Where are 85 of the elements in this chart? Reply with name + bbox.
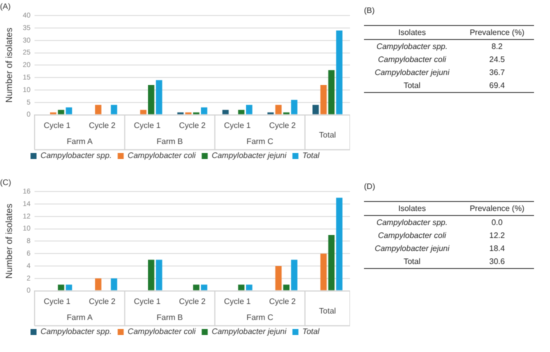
text: Farm A xyxy=(66,313,94,322)
bar xyxy=(238,284,244,290)
bar xyxy=(200,284,208,290)
x-tick-label: Cycle 1 xyxy=(224,120,252,130)
bar xyxy=(200,107,208,114)
chart-title: (C) xyxy=(0,178,12,188)
category-label: Total xyxy=(402,80,422,92)
category-label: Campylobacter spp. xyxy=(375,217,449,229)
text: Farm C xyxy=(246,137,274,146)
bar xyxy=(275,104,282,114)
legend-label: Total xyxy=(302,151,320,160)
text: Prevalence (%) xyxy=(468,203,526,215)
category-label: Campylobacter jejuni xyxy=(374,67,450,79)
legend-label: Campylobacter coli xyxy=(128,327,196,336)
bar xyxy=(320,85,327,114)
bar xyxy=(246,284,252,290)
category-label: Campylobacter spp. xyxy=(375,41,449,53)
bar xyxy=(336,198,342,290)
bar xyxy=(291,260,298,290)
x-tick-label: Cycle 1 xyxy=(44,120,71,130)
bar xyxy=(222,110,229,114)
category-label: Campylobacter jejuni xyxy=(374,243,450,255)
text: Farm A xyxy=(66,137,94,146)
text: 24.5 xyxy=(488,54,506,66)
text: Farm B xyxy=(156,137,183,146)
bar xyxy=(66,107,72,114)
x-tick-label: Cycle 2 xyxy=(178,296,206,306)
text: 0.0 xyxy=(490,217,504,229)
text: 12.2 xyxy=(488,230,506,242)
bar xyxy=(328,235,335,290)
bar xyxy=(66,284,72,290)
bar xyxy=(110,104,118,114)
category-label: Campylobacter coli xyxy=(377,230,448,242)
text: Farm C xyxy=(246,313,274,322)
legend-label: Campylobacter spp. xyxy=(40,151,112,160)
bar xyxy=(58,110,64,114)
x-tick-label: Cycle 2 xyxy=(88,120,116,130)
bar xyxy=(156,80,162,114)
legend-label: Campylobacter jejuni xyxy=(212,151,287,160)
text: 8.2 xyxy=(490,41,504,53)
bar xyxy=(58,284,64,290)
bar xyxy=(328,70,335,114)
x-tick-label: Cycle 1 xyxy=(44,296,71,306)
text: (B) xyxy=(364,6,376,15)
text: 18.4 xyxy=(488,243,506,255)
legend-label: Total xyxy=(302,327,320,336)
bar xyxy=(283,284,290,290)
bar xyxy=(156,260,162,290)
text: (D) xyxy=(364,182,376,191)
text: Isolates xyxy=(397,27,427,39)
x-tick-label: Cycle 1 xyxy=(134,296,162,306)
category-label: Campylobacter coli xyxy=(377,54,448,66)
text: 30.6 xyxy=(488,256,506,268)
bar xyxy=(110,278,118,290)
x-tick-label: Cycle 1 xyxy=(134,120,162,130)
text: Farm B xyxy=(156,313,183,322)
x-tick-label: Cycle 2 xyxy=(88,296,116,306)
bar xyxy=(95,278,102,290)
text: Prevalence (%) xyxy=(468,27,526,39)
bar xyxy=(291,100,298,114)
bar xyxy=(148,260,154,290)
chart-title: (A) xyxy=(0,2,11,12)
category-label: Total xyxy=(402,256,422,268)
x-tick-label: Cycle 1 xyxy=(224,296,252,306)
bar xyxy=(238,110,244,114)
text: 36.7 xyxy=(488,67,506,79)
x-tick-label: Cycle 2 xyxy=(269,120,296,130)
x-tick-label: Cycle 2 xyxy=(269,296,296,306)
text: Isolates xyxy=(397,203,427,215)
legend-label: Campylobacter jejuni xyxy=(212,327,287,336)
legend-label: Campylobacter spp. xyxy=(40,327,112,336)
bar xyxy=(140,110,146,114)
bar xyxy=(148,85,154,114)
bar xyxy=(320,254,327,290)
bar xyxy=(312,104,319,114)
y-axis-title: Number of isolates xyxy=(4,27,14,103)
bar xyxy=(95,104,102,114)
text: 69.4 xyxy=(488,80,506,92)
bar xyxy=(246,104,252,114)
bar xyxy=(275,266,282,290)
bar xyxy=(193,284,200,290)
legend-label: Campylobacter coli xyxy=(128,151,196,160)
bar xyxy=(336,30,342,114)
x-tick-label: Cycle 2 xyxy=(178,120,206,130)
y-axis-title: Number of isolates xyxy=(4,203,14,279)
